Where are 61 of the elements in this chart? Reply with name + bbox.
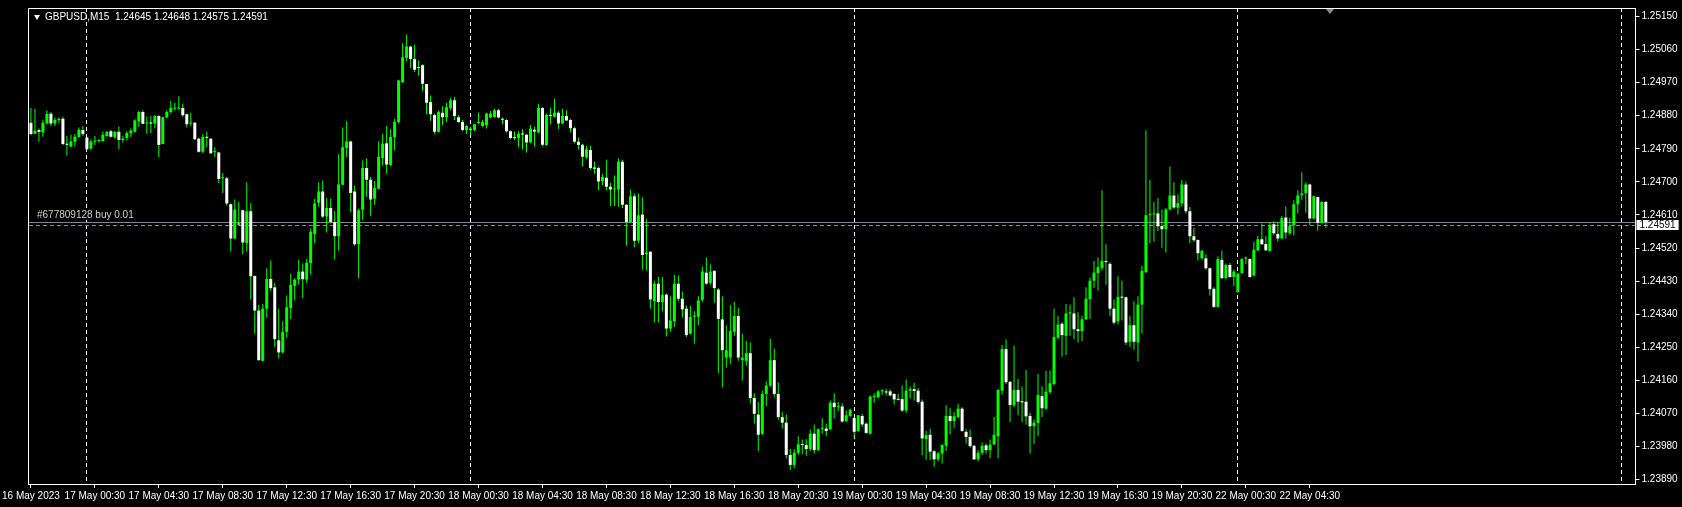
ref-line-label: 1.24591 <box>1639 219 1677 231</box>
y-tick-label: 1.24250 <box>1641 341 1679 353</box>
y-tick-label: 1.24970 <box>1641 76 1679 88</box>
x-tick-label: 18 May 12:30 <box>640 489 702 501</box>
y-tick-label: 1.24790 <box>1641 142 1679 154</box>
candlestick <box>1076 312 1080 343</box>
candlestick <box>1104 244 1108 285</box>
x-tick-label: 17 May 08:30 <box>192 489 254 501</box>
y-tick-label: 1.24880 <box>1641 109 1679 121</box>
x-tick-label: 19 May 08:30 <box>959 489 1021 501</box>
candlestick <box>1152 202 1156 242</box>
x-tick-label: 18 May 00:30 <box>448 489 510 501</box>
x-tick-label: 17 May 04:30 <box>128 489 190 501</box>
candlestick <box>213 147 217 158</box>
x-tick-label: 19 May 16:30 <box>1087 489 1149 501</box>
x-tick-label: 19 May 12:30 <box>1023 489 1085 501</box>
x-tick-label: 19 May 04:30 <box>895 489 957 501</box>
candlestick <box>820 418 824 434</box>
y-tick-label: 1.25150 <box>1641 10 1679 22</box>
y-tick-label: 1.24520 <box>1641 241 1679 253</box>
candlestick <box>65 135 69 156</box>
x-tick-label: 17 May 00:30 <box>64 489 126 501</box>
y-tick-label: 1.23890 <box>1641 473 1679 485</box>
candlestick <box>97 139 101 143</box>
x-tick-label: 18 May 16:30 <box>704 489 766 501</box>
y-tick-label: 1.24700 <box>1641 175 1679 187</box>
candlestick <box>521 129 524 150</box>
candlestick <box>1068 304 1072 336</box>
x-tick-label: 17 May 12:30 <box>256 489 318 501</box>
x-tick-label: 18 May 08:30 <box>576 489 638 501</box>
x-tick-label: 18 May 20:30 <box>767 489 829 501</box>
candlestick <box>644 219 648 271</box>
candlestick <box>145 116 149 135</box>
candlestick <box>1160 209 1164 248</box>
candlestick <box>149 116 153 134</box>
x-tick-label: 19 May 20:30 <box>1151 489 1213 501</box>
y-tick-label: 1.23980 <box>1641 440 1679 452</box>
y-tick-label: 1.24610 <box>1641 208 1679 220</box>
y-tick-label: 1.24160 <box>1641 374 1679 386</box>
x-tick-label: 22 May 04:30 <box>1279 489 1341 501</box>
candlestick <box>221 173 225 193</box>
candlestick <box>1020 386 1024 422</box>
y-tick-label: 1.24340 <box>1641 307 1679 319</box>
x-tick-label: 16 May 2023 <box>2 489 61 501</box>
candlestick <box>872 393 876 403</box>
chart-title: GBPUSD,M15 1.24645 1.24648 1.24575 1.24591 <box>44 10 269 22</box>
x-tick-label: 19 May 00:30 <box>831 489 893 501</box>
candlestick <box>205 131 209 148</box>
y-tick-label: 1.24070 <box>1641 407 1679 419</box>
candlestick <box>177 96 181 111</box>
y-tick-label: 1.25060 <box>1641 43 1679 55</box>
x-tick-label: 17 May 16:30 <box>320 489 382 501</box>
candlestick <box>189 112 193 126</box>
y-tick-label: 1.24430 <box>1641 274 1679 286</box>
x-tick-label: 17 May 20:30 <box>384 489 446 501</box>
candlestick <box>1100 190 1104 271</box>
candlestick <box>1148 179 1152 244</box>
ref-line-label: #677809128 buy 0.01 <box>36 208 135 220</box>
candlestick <box>477 112 481 125</box>
x-tick-label: 18 May 04:30 <box>512 489 574 501</box>
x-tick-label: 22 May 00:30 <box>1215 489 1277 501</box>
